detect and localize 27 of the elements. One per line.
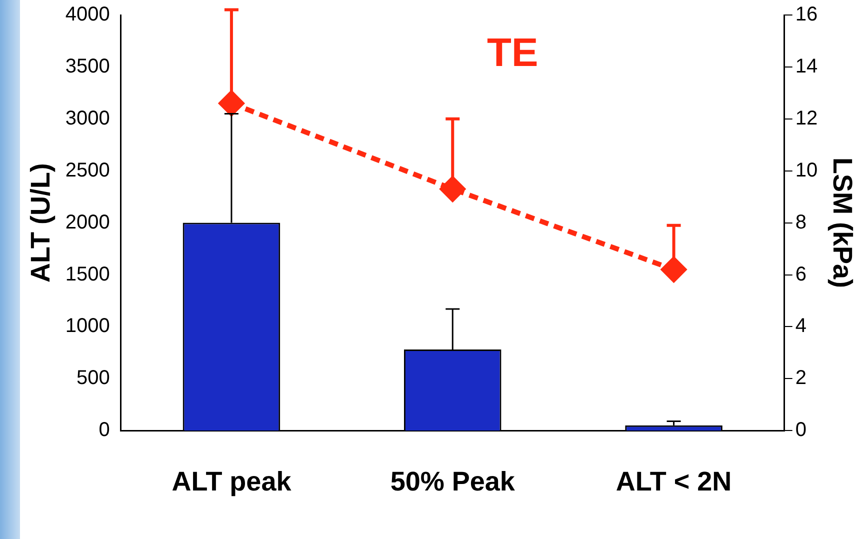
y-tick-label: 2500 bbox=[65, 159, 110, 182]
y-tick-label: 3500 bbox=[65, 55, 110, 78]
y-axis-title: ALT (U/L) bbox=[26, 163, 56, 283]
x-tick-label: ALT peak bbox=[172, 466, 292, 496]
y-tick-label: 1500 bbox=[65, 263, 110, 286]
y2-tick-label: 6 bbox=[795, 263, 806, 286]
y-tick-label: 0 bbox=[98, 419, 110, 442]
y2-tick-label: 10 bbox=[795, 159, 818, 182]
y-tick-label: 2000 bbox=[65, 211, 110, 234]
y2-tick-label: 0 bbox=[795, 419, 806, 442]
y2-tick-label: 2 bbox=[795, 367, 806, 390]
y2-tick-label: 8 bbox=[795, 211, 806, 234]
y2-tick-label: 4 bbox=[795, 315, 806, 338]
y2-tick-label: 16 bbox=[795, 4, 818, 26]
y2-tick-label: 12 bbox=[795, 107, 818, 130]
y2-axis-title: LSM (kPa) bbox=[827, 158, 858, 288]
y-tick-label: 3000 bbox=[65, 107, 110, 130]
x-tick-label: 50% Peak bbox=[390, 466, 516, 496]
y2-tick-label: 14 bbox=[795, 55, 818, 78]
y-tick-label: 500 bbox=[76, 367, 110, 390]
text: TE bbox=[487, 31, 538, 76]
point bbox=[218, 90, 244, 116]
point bbox=[661, 257, 686, 282]
y-tick-label: 4000 bbox=[65, 4, 110, 26]
x-tick-label: ALT < 2N bbox=[616, 466, 732, 496]
point bbox=[440, 176, 466, 202]
y-tick-label: 1000 bbox=[65, 315, 110, 338]
